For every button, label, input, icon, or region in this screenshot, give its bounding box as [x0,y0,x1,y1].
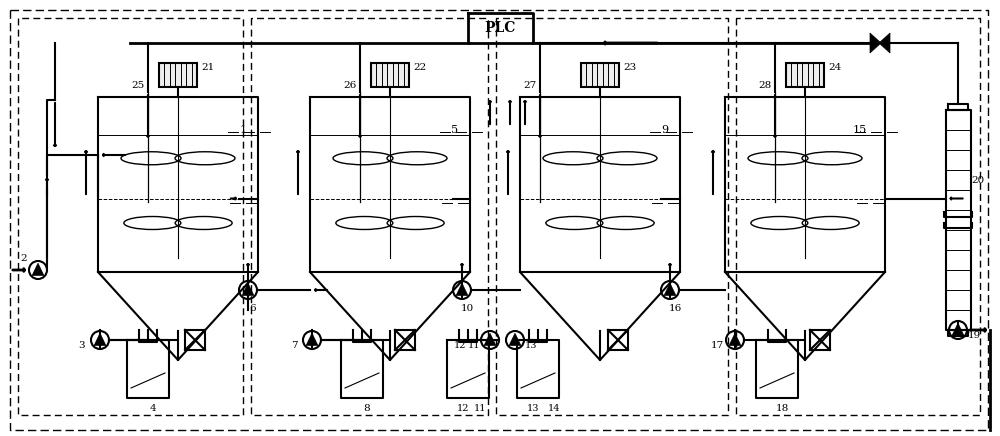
Polygon shape [94,333,106,345]
Polygon shape [242,283,254,296]
Polygon shape [870,33,881,53]
Circle shape [506,331,524,349]
Text: 24: 24 [828,64,842,72]
Text: 22: 22 [413,64,427,72]
Text: 12: 12 [457,403,469,412]
Polygon shape [32,263,44,276]
Circle shape [91,331,109,349]
Circle shape [481,331,499,349]
Text: 13: 13 [525,341,537,350]
Text: 5: 5 [451,125,459,135]
Polygon shape [509,333,521,345]
Polygon shape [879,33,890,53]
Bar [581,63,619,87]
Bar [786,63,824,87]
Polygon shape [952,323,964,335]
Text: 13: 13 [527,403,539,412]
Text: 26: 26 [343,81,357,89]
Circle shape [726,331,744,349]
Polygon shape [729,333,741,345]
Text: 2: 2 [21,253,27,262]
Text: 19: 19 [967,330,981,340]
Circle shape [453,281,471,299]
Text: PLC: PLC [484,21,516,35]
Text: 6: 6 [250,303,256,313]
Polygon shape [456,283,468,296]
Text: 4: 4 [150,403,156,412]
Circle shape [661,281,679,299]
Circle shape [29,261,47,279]
Circle shape [303,331,321,349]
Bar [159,63,197,87]
Text: 9: 9 [661,125,669,135]
Circle shape [949,321,967,339]
Text: 21: 21 [201,64,215,72]
Text: 11: 11 [474,403,486,412]
Bar [371,63,409,87]
Polygon shape [306,333,318,345]
Text: 8: 8 [364,403,370,412]
Text: 25: 25 [131,81,145,89]
Text: 16: 16 [668,303,682,313]
Text: 15: 15 [853,125,867,135]
Text: 14: 14 [548,403,560,412]
Text: 27: 27 [523,81,537,89]
Text: 10: 10 [460,303,474,313]
Text: 18: 18 [775,403,789,412]
Polygon shape [664,283,676,296]
Text: 20: 20 [971,176,985,184]
Text: 3: 3 [79,341,85,350]
Polygon shape [484,333,496,345]
Text: 23: 23 [623,64,637,72]
Circle shape [239,281,257,299]
Text: 17: 17 [710,341,724,350]
Text: 28: 28 [758,81,772,89]
Text: 7: 7 [291,341,297,350]
Text: 11: 11 [468,341,480,350]
Text: 1: 1 [239,125,247,135]
Text: 12: 12 [454,341,466,350]
